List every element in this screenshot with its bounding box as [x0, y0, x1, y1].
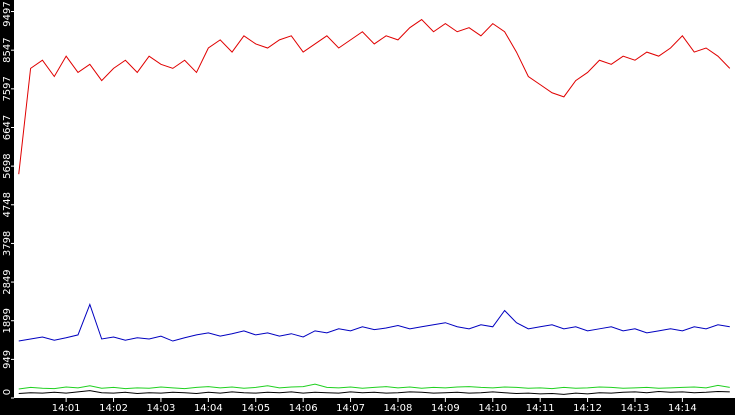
x-tick-label: 14:11 [526, 403, 555, 414]
x-tick-label: 14:04 [194, 403, 223, 414]
series-line [18, 18, 731, 175]
x-tick-label: 14:09 [431, 403, 460, 414]
y-tick-label: 2849 [2, 269, 13, 294]
y-axis-bar [0, 0, 14, 415]
x-tick-label: 14:07 [336, 403, 365, 414]
y-tick-label: 8547 [2, 37, 13, 62]
y-tick-label: 6647 [2, 115, 13, 140]
x-tick-label: 14:05 [241, 403, 270, 414]
x-tick-label: 14:14 [668, 403, 697, 414]
x-tick-label: 14:10 [478, 403, 507, 414]
series-line [18, 390, 730, 395]
x-tick-label: 14:12 [573, 403, 602, 414]
y-tick-label: 3798 [2, 231, 13, 256]
y-tick-label: 949 [2, 350, 13, 369]
series-line [18, 383, 730, 390]
y-tick-label: 9497 [2, 1, 13, 26]
x-tick-label: 14:06 [289, 403, 318, 414]
y-tick-label: 1899 [2, 308, 13, 333]
y-tick-label: 7597 [2, 76, 13, 101]
y-tick-label: 0 [2, 389, 13, 395]
y-tick-label: 5698 [2, 153, 13, 178]
x-axis-bar [0, 398, 735, 415]
x-tick-label: 14:13 [621, 403, 650, 414]
x-tick-label: 14:03 [147, 403, 176, 414]
series-line [18, 302, 730, 342]
x-tick-label: 14:01 [52, 403, 81, 414]
y-tick-label: 4748 [2, 192, 13, 217]
x-tick-label: 14:08 [384, 403, 413, 414]
x-tick-label: 14:02 [99, 403, 128, 414]
